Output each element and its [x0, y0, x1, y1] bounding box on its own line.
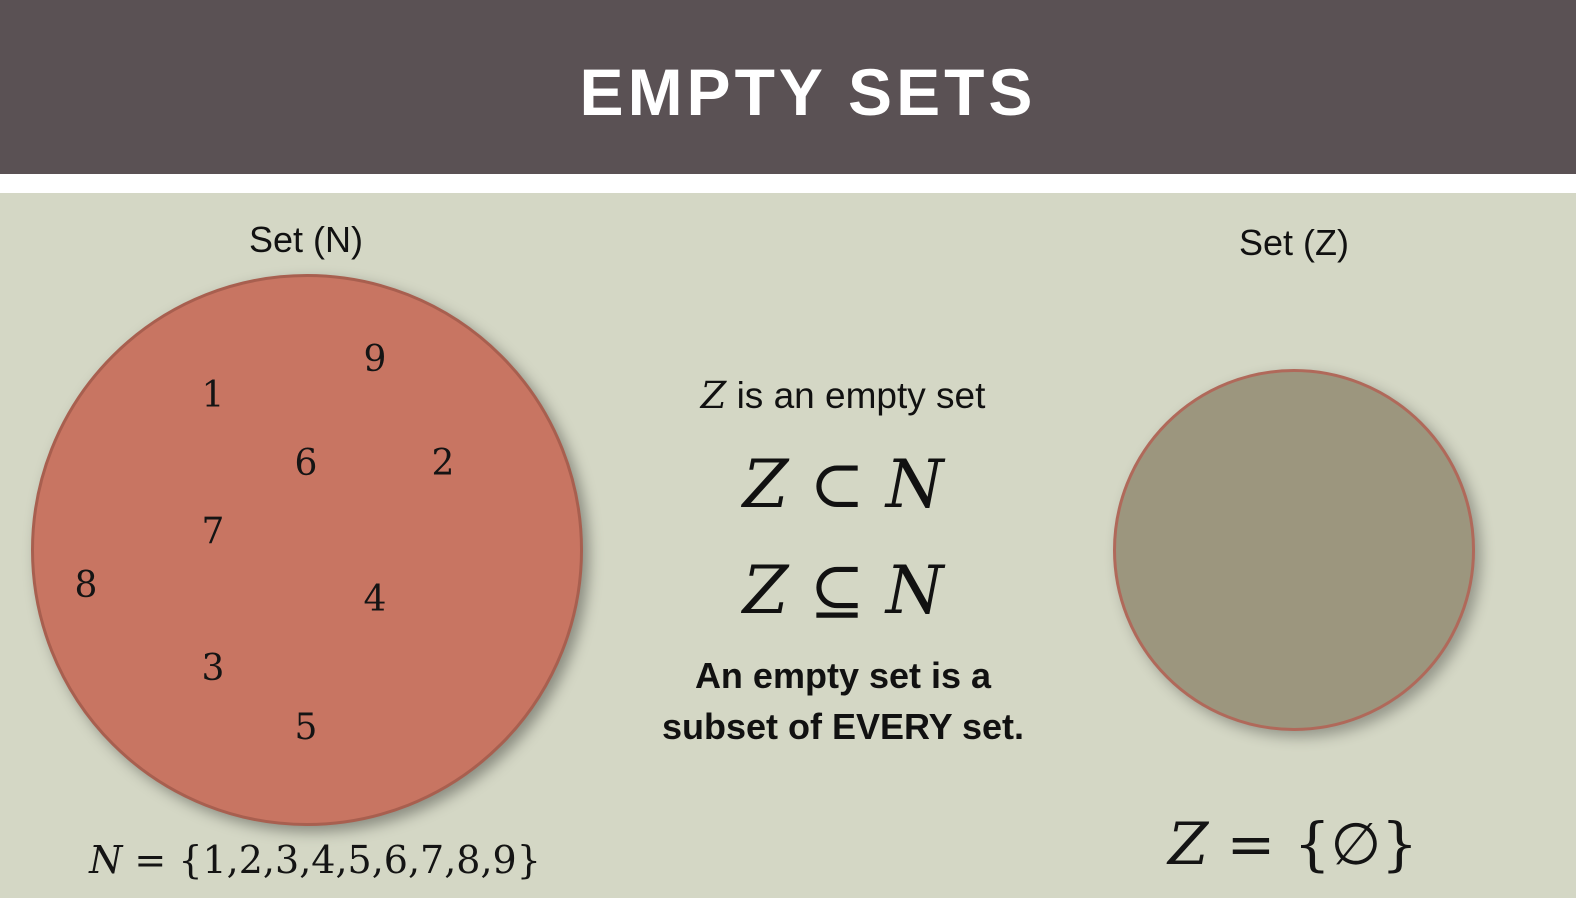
- statement-text: is an empty set: [726, 375, 986, 416]
- relation-left: Z: [742, 552, 789, 629]
- relation-left: Z: [742, 446, 789, 523]
- set-n-element: 9: [363, 339, 387, 380]
- conclusion-line-2: subset of EVERY set.: [661, 706, 1025, 747]
- set-n-element: 2: [431, 443, 455, 484]
- empty-set-statement: Z is an empty set: [600, 374, 1086, 417]
- set-n-label: Set (N): [248, 219, 363, 260]
- relation-right: N: [885, 446, 944, 523]
- subset-relation: Z ⊆ N: [600, 552, 1086, 629]
- statement-var: Z: [700, 374, 727, 417]
- set-n-element: 4: [363, 579, 387, 620]
- set-z-label: Set (Z): [1238, 222, 1349, 263]
- title-divider: [0, 174, 1576, 193]
- set-z-notation: Z = {∅}: [1093, 810, 1493, 878]
- set-z-notation-rest: = {∅}: [1208, 810, 1419, 878]
- conclusion-text: An empty set is a subset of EVERY set.: [600, 650, 1086, 752]
- set-n-notation: N = {1,2,3,4,5,6,7,8,9}: [60, 838, 570, 882]
- set-z-circle: [1113, 369, 1475, 731]
- title-bar: EMPTY SETS: [0, 0, 1576, 174]
- relation-operator: ⊂: [788, 446, 886, 523]
- proper-subset-relation: Z ⊂ N: [600, 446, 1086, 523]
- set-n-element: 7: [201, 511, 225, 552]
- set-n-element: 5: [294, 707, 318, 748]
- conclusion-line-1: An empty set is a: [694, 655, 992, 696]
- set-n-notation-var: N: [89, 838, 123, 882]
- set-z-notation-var: Z: [1167, 810, 1209, 878]
- set-n-notation-rest: = {1,2,3,4,5,6,7,8,9}: [122, 838, 541, 882]
- relation-operator: ⊆: [788, 552, 886, 629]
- set-n-element: 8: [74, 565, 98, 606]
- set-n-element: 1: [201, 375, 225, 416]
- set-n-element: 6: [294, 443, 318, 484]
- slide-title: EMPTY SETS: [579, 55, 1037, 129]
- set-n-circle: [31, 274, 583, 826]
- relation-right: N: [885, 552, 944, 629]
- set-n-element: 3: [201, 648, 225, 689]
